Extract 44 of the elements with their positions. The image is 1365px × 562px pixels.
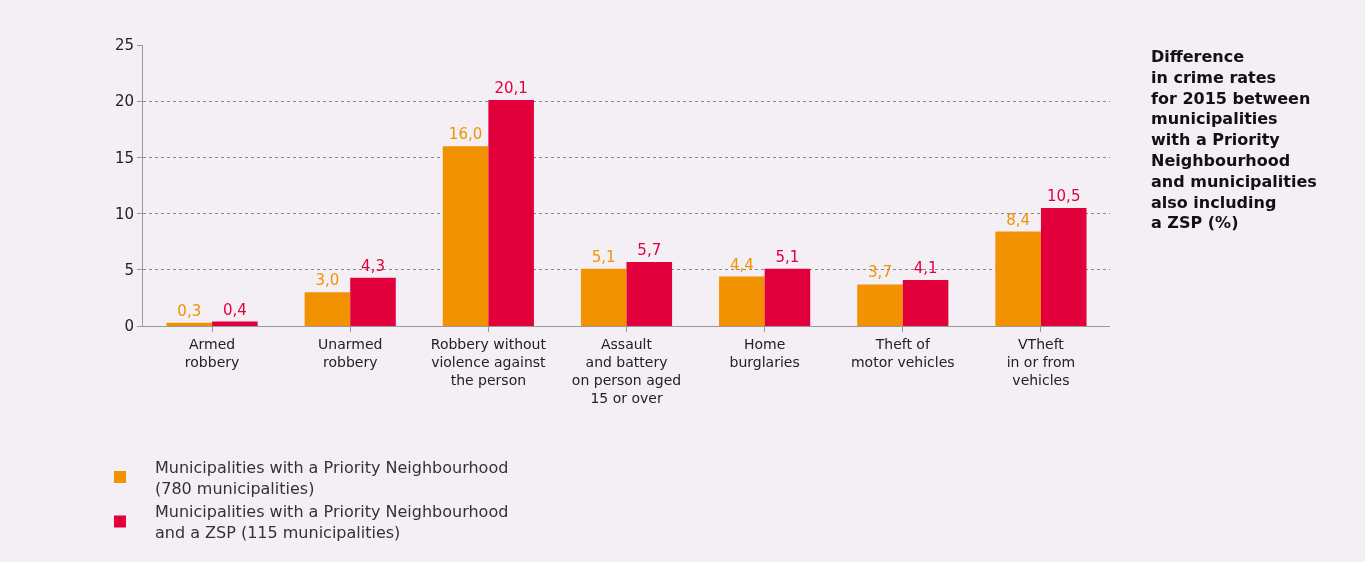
data-label: 4,3 [361, 256, 385, 275]
y-tick-label: 10 [114, 204, 134, 223]
legend-label: Municipalities with a Priority Neighbourhood and a ZSP (115 municipalities) [154, 502, 509, 543]
data-label: 0,4 [222, 300, 247, 319]
bar [442, 146, 489, 326]
bar [857, 284, 903, 326]
data-label: 5,1 [775, 247, 800, 266]
data-label: 5,7 [637, 240, 662, 259]
bar [350, 277, 396, 326]
bar [580, 268, 627, 326]
bar [304, 292, 351, 326]
data-label: 8,4 [1006, 210, 1031, 229]
data-label: 20,1 [494, 79, 528, 98]
data-label: 3,7 [868, 263, 892, 282]
legend-label: Municipalities with a Priority Neighbourhood (780 municipalities) [154, 457, 509, 498]
y-tick-label: 15 [114, 148, 134, 167]
x-tick-label: Theft of motor vehicles [850, 335, 955, 370]
data-label: 4,4 [729, 255, 754, 274]
data-label: 0,3 [177, 301, 202, 320]
bar [488, 100, 534, 326]
bar [1040, 207, 1087, 326]
bar [166, 322, 213, 326]
x-tick-label: Robbery without violence against the person [430, 335, 547, 389]
chart-title: Difference in crime rates for 2015 between municipalities with a Priority Neighbourhood and municipalities also including a ZSP (%) [1151, 47, 1317, 233]
x-tick-label: Unarmed robbery [318, 335, 383, 370]
bar [902, 279, 949, 326]
x-tick-label: VTheft in or from vehicles [1006, 335, 1076, 389]
y-tick-label: 0 [124, 317, 134, 336]
x-tick-label: Assault and battery on person aged 15 or over [571, 335, 682, 407]
y-tick-label: 5 [124, 261, 134, 280]
bar [995, 231, 1041, 326]
bar [212, 321, 258, 326]
data-label: 3,0 [315, 271, 340, 290]
data-label: 16,0 [448, 125, 483, 144]
y-tick-label: 20 [114, 92, 134, 111]
x-tick-label: Armed robbery [184, 335, 240, 370]
data-label: 10,5 [1047, 186, 1081, 205]
y-tick-label: 25 [114, 36, 134, 55]
bar [764, 268, 811, 326]
x-tick-label: Home burglaries [729, 335, 800, 370]
data-label: 4,1 [913, 258, 938, 277]
bar [719, 276, 765, 326]
data-label: 5,1 [591, 247, 616, 266]
bar [626, 261, 673, 326]
